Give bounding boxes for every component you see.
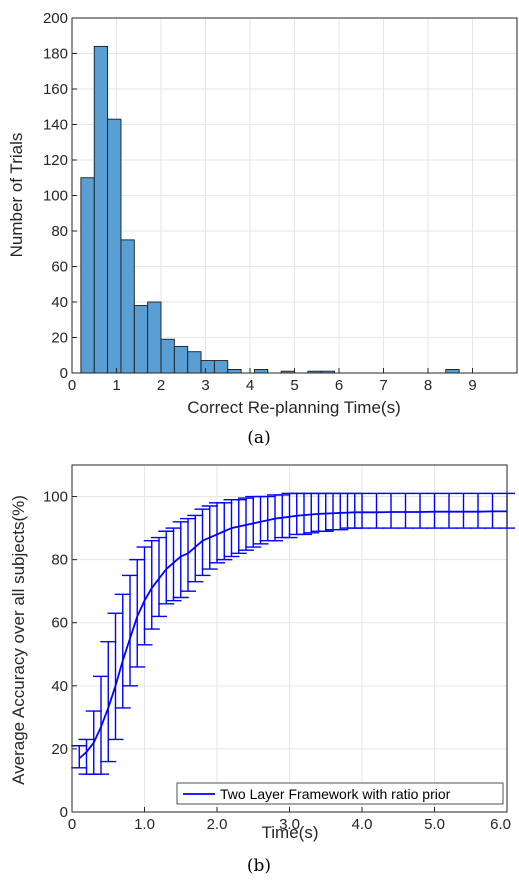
accuracy-x-axis-label: Time(s) bbox=[262, 823, 319, 842]
histogram-bar bbox=[147, 301, 162, 374]
histogram-bar bbox=[107, 118, 122, 374]
accuracy-y-tick-label: 40 bbox=[51, 678, 68, 695]
histogram-bar bbox=[227, 369, 242, 374]
accuracy-series-line bbox=[78, 510, 507, 760]
histogram-bar bbox=[253, 369, 269, 374]
accuracy-y-tick-label: 20 bbox=[51, 741, 68, 758]
histogram-x-tick-label: 1 bbox=[112, 377, 120, 394]
histogram-x-ticks: 0 1 2 3 4 5 6 7 8 9 bbox=[68, 368, 477, 394]
histogram-y-tick-label: 200 bbox=[43, 10, 68, 27]
histogram-bar bbox=[187, 351, 202, 374]
histogram-x-tick-label: 6 bbox=[335, 377, 343, 394]
accuracy-x-tick-label: 1.0 bbox=[134, 816, 155, 833]
accuracy-x-tick-label: 0 bbox=[68, 816, 76, 833]
histogram-x-tick-label: 7 bbox=[379, 377, 387, 394]
histogram-y-tick-label: 160 bbox=[43, 81, 68, 98]
histogram-y-tick-label: 40 bbox=[51, 294, 68, 311]
histogram-x-tick-label: 9 bbox=[468, 377, 476, 394]
histogram-y-tick-label: 180 bbox=[43, 46, 68, 63]
caption-a: (a) bbox=[247, 428, 270, 448]
accuracy-y-ticks: 0 20 40 60 80 100 bbox=[43, 489, 77, 821]
histogram-bar bbox=[200, 360, 215, 374]
histogram-x-tick-label: 2 bbox=[157, 377, 165, 394]
histogram-panel: 0 1 2 3 4 5 6 7 8 9 0 20 40 60 80 100 120 140 160 180 200 C… bbox=[7, 10, 518, 448]
caption-b: (b) bbox=[247, 856, 271, 876]
histogram-y-tick-label: 120 bbox=[43, 152, 68, 169]
histogram-x-tick-label: 4 bbox=[246, 377, 254, 394]
histogram-bar bbox=[160, 338, 175, 374]
accuracy-error-bars bbox=[71, 492, 515, 775]
accuracy-x-tick-label: 3.0 bbox=[279, 816, 300, 833]
legend-box bbox=[176, 782, 504, 805]
legend-entry-label: Two Layer Framework with ratio prior bbox=[220, 786, 451, 802]
histogram-y-tick-label: 100 bbox=[43, 188, 68, 205]
histogram-y-tick-label: 20 bbox=[51, 330, 68, 347]
histogram-y-ticks: 0 20 40 60 80 100 120 140 160 180 200 bbox=[43, 10, 77, 382]
accuracy-x-tick-label: 2.0 bbox=[207, 816, 228, 833]
histogram-bar bbox=[445, 369, 460, 374]
accuracy-y-tick-label: 80 bbox=[51, 552, 68, 569]
histogram-bar bbox=[93, 45, 109, 374]
accuracy-x-ticks: 0 1.0 2.0 3.0 4.0 5.0 6.0 bbox=[68, 807, 511, 833]
accuracy-x-tick-label: 6.0 bbox=[490, 816, 511, 833]
histogram-y-tick-label: 80 bbox=[51, 223, 68, 240]
legend: Two Layer Framework with ratio prior bbox=[176, 782, 504, 805]
histogram-y-tick-label: 140 bbox=[43, 117, 68, 134]
histogram-y-axis-label: Number of Trials bbox=[7, 133, 26, 258]
histogram-x-tick-label: 3 bbox=[201, 377, 209, 394]
histogram-bar bbox=[120, 239, 135, 374]
histogram-x-tick-label: 0 bbox=[68, 377, 76, 394]
accuracy-y-axis-label: Average Accuracy over all subjects(%) bbox=[9, 495, 28, 785]
accuracy-y-tick-label: 60 bbox=[51, 615, 68, 632]
accuracy-x-tick-label: 5.0 bbox=[424, 816, 445, 833]
accuracy-y-tick-label: 100 bbox=[43, 489, 68, 506]
accuracy-x-tick-label: 4.0 bbox=[352, 816, 373, 833]
histogram-bar bbox=[173, 345, 189, 374]
histogram-x-tick-label: 5 bbox=[290, 377, 298, 394]
histogram-bar bbox=[213, 360, 229, 374]
histogram-bar bbox=[80, 177, 95, 374]
histogram-y-tick-label: 0 bbox=[60, 365, 68, 382]
histogram-bar bbox=[133, 305, 149, 374]
accuracy-y-tick-label: 0 bbox=[60, 804, 68, 821]
histogram-x-axis-label: Correct Re-planning Time(s) bbox=[187, 398, 401, 417]
accuracy-panel: 0 1.0 2.0 3.0 4.0 5.0 6.0 0 20 40 60 80 100 Time(s)… bbox=[9, 464, 515, 876]
histogram-x-tick-label: 8 bbox=[424, 377, 432, 394]
histogram-y-tick-label: 60 bbox=[51, 259, 68, 276]
